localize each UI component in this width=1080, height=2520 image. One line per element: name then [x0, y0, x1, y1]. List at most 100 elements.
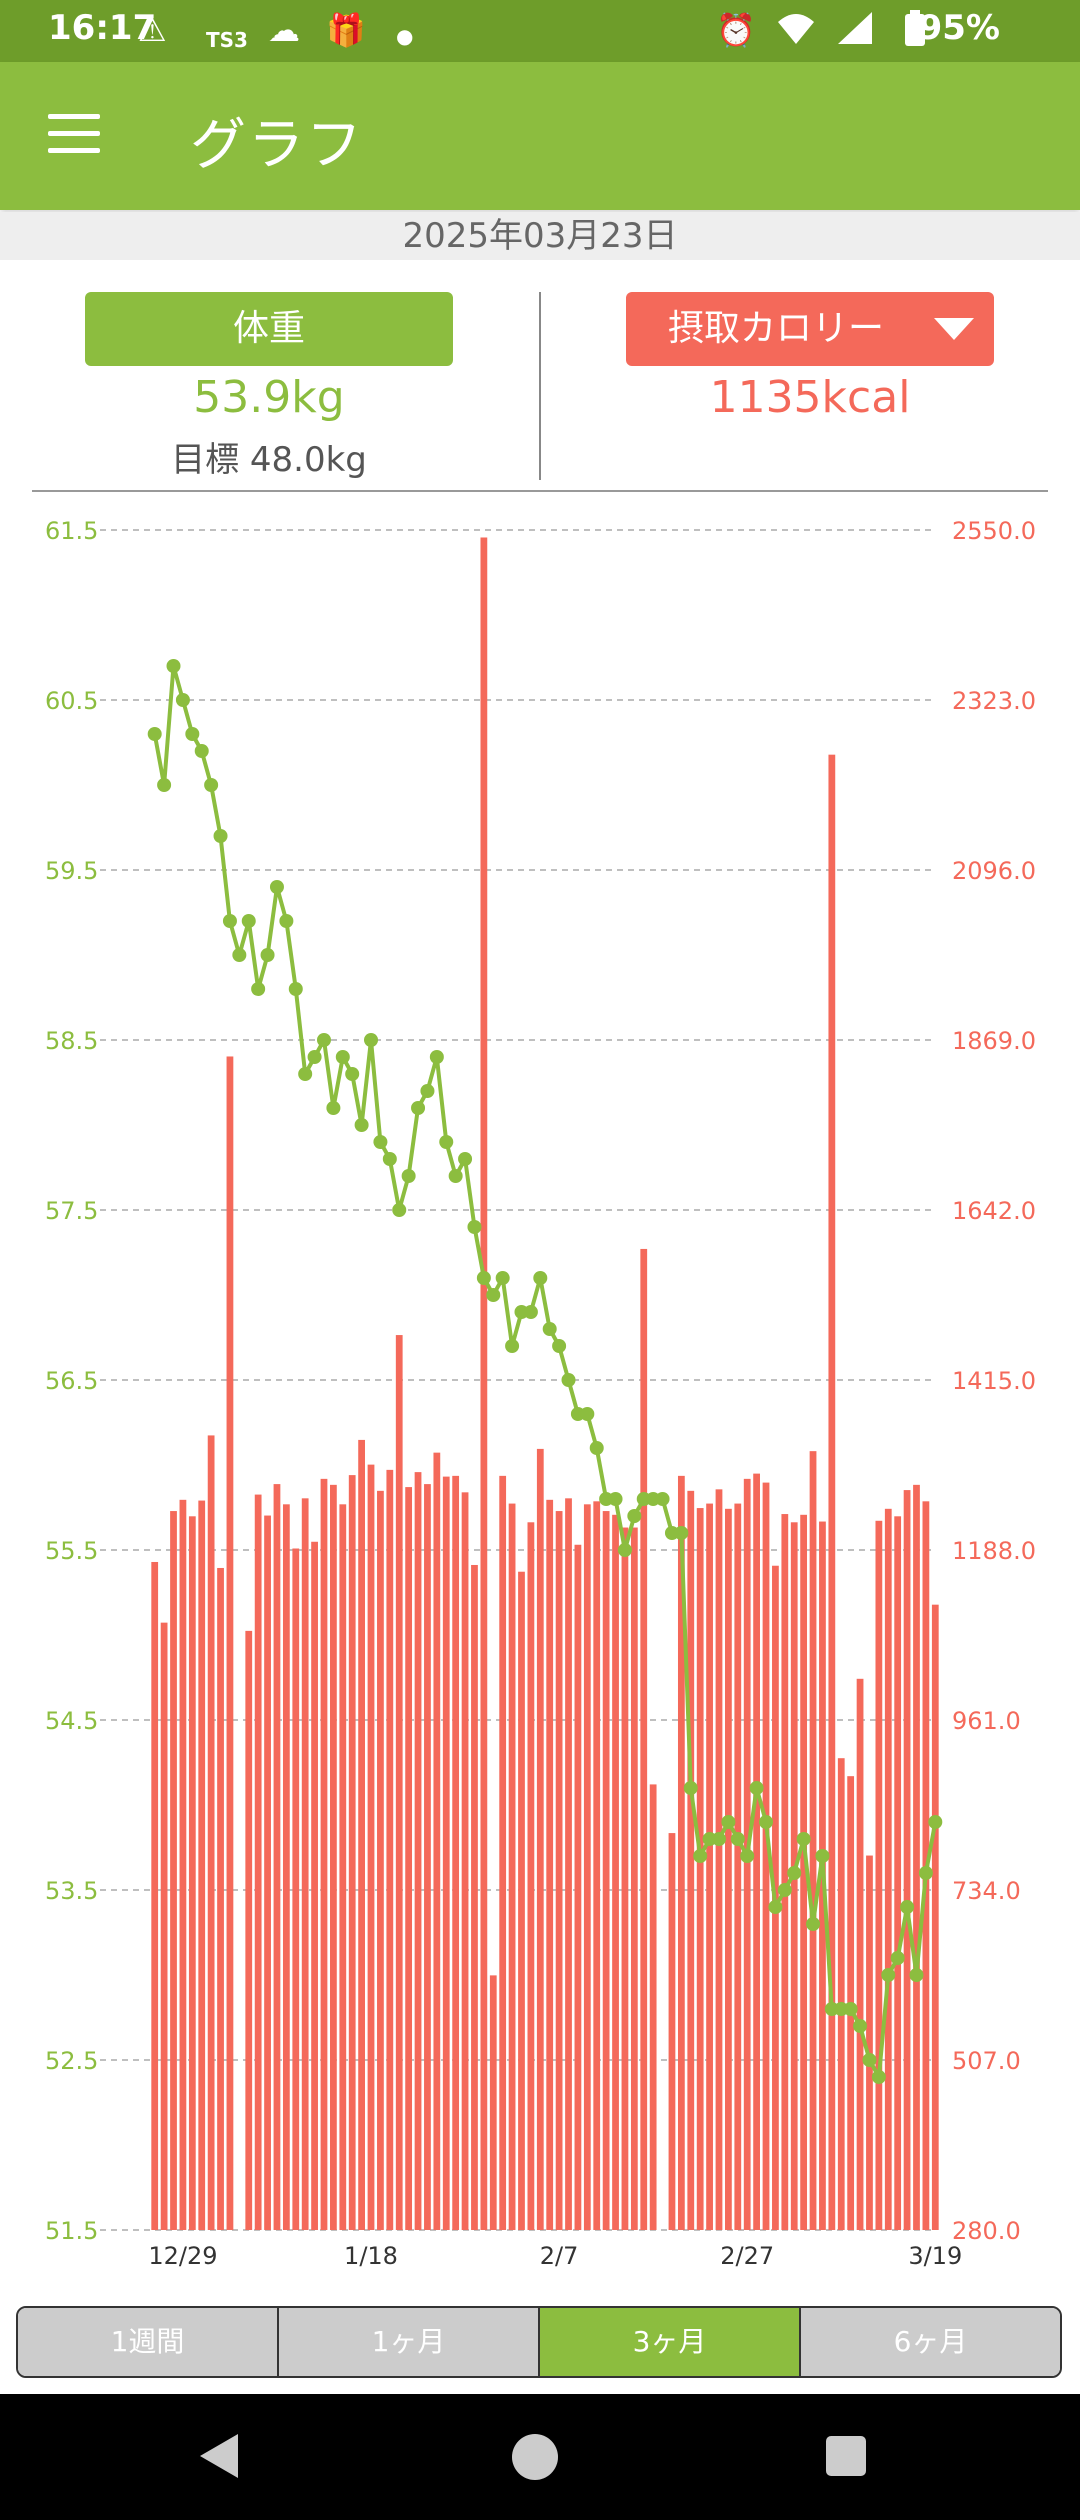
- weight-point: [458, 1152, 473, 1166]
- calorie-bar: [480, 537, 488, 2230]
- back-icon[interactable]: [200, 2434, 238, 2478]
- page-title: グラフ: [190, 113, 364, 178]
- weight-point: [241, 914, 256, 928]
- calorie-bar: [264, 1515, 271, 2230]
- weight-point: [420, 1084, 435, 1098]
- right-axis-tick-label: 1642.0: [952, 1197, 1036, 1225]
- calorie-bar: [630, 1527, 638, 2230]
- right-axis-tick-label: 1415.0: [952, 1367, 1036, 1395]
- weight-point: [768, 1900, 783, 1914]
- weight-point: [928, 1815, 943, 1829]
- calorie-bar: [687, 1490, 695, 2230]
- calorie-value: 1135kcal: [709, 372, 911, 423]
- weight-point: [194, 744, 209, 758]
- x-axis-tick-label: 1/18: [344, 2242, 398, 2270]
- weight-point: [900, 1900, 915, 1914]
- alarm-icon: ⏰: [716, 11, 756, 49]
- weight-point: [251, 982, 266, 996]
- left-axis-tick-label: 59.5: [45, 857, 98, 885]
- calorie-bar: [433, 1452, 441, 2230]
- calorie-bar: [536, 1448, 544, 2230]
- calorie-bar: [884, 1508, 892, 2230]
- weight-point: [298, 1067, 313, 1081]
- weight-point: [759, 1815, 774, 1829]
- weight-point: [260, 948, 275, 962]
- weight-point: [467, 1220, 482, 1234]
- weight-point: [787, 1866, 802, 1880]
- calorie-bar: [395, 1335, 403, 2230]
- weight-point: [561, 1373, 576, 1387]
- weight-series-line: [152, 664, 938, 2079]
- calorie-dropdown-label: 摂取カロリー: [668, 308, 885, 349]
- weight-point: [552, 1339, 567, 1353]
- weight-point: [796, 1832, 811, 1846]
- left-axis-tick-label: 57.5: [45, 1197, 98, 1225]
- right-axis-tick-label: 507.0: [952, 2047, 1021, 2075]
- weight-point: [448, 1169, 463, 1183]
- left-axis-tick-label: 54.5: [45, 1707, 98, 1735]
- tab-1-week[interactable]: 1週間: [18, 2308, 279, 2376]
- right-axis-labels: 2550.0 2323.0 2096.0 1869.0 1642.0 1415.0 1188…: [952, 517, 1036, 2245]
- calorie-bar: [593, 1501, 601, 2230]
- calorie-bar: [649, 1784, 657, 2230]
- calorie-bar: [452, 1475, 460, 2230]
- calorie-bars: [151, 537, 939, 2230]
- dropdown-triangle-icon: [934, 318, 974, 340]
- weight-point: [335, 1050, 350, 1064]
- calorie-bar: [555, 1511, 563, 2230]
- tab-6-months[interactable]: 6ヶ月: [801, 2308, 1060, 2376]
- weight-point: [269, 880, 284, 894]
- weight-point: [495, 1271, 510, 1285]
- summary-panel: 体重 53.9kg 目標 48.0kg 摂取カロリー 1135kcal: [0, 260, 1080, 492]
- weight-point: [777, 1883, 792, 1897]
- calorie-bar: [461, 1492, 469, 2230]
- calorie-bar: [903, 1490, 911, 2230]
- weight-point: [364, 1033, 379, 1047]
- weight-point: [815, 1849, 830, 1863]
- calorie-bar: [217, 1567, 224, 2230]
- status-bar: 16:17 ⚠ TS3 ☁ 🎁 ● ⏰ 95%: [0, 0, 1080, 62]
- calorie-bar: [696, 1508, 704, 2230]
- weight-calorie-chart: 61.5 60.5 59.5 58.5 57.5 56.5 55.5 54.5 53.5 52.5…: [45, 517, 1036, 2270]
- calorie-bar: [781, 1514, 789, 2230]
- weight-point: [213, 829, 228, 843]
- calorie-dropdown-button[interactable]: 摂取カロリー: [626, 292, 994, 366]
- calorie-bar: [414, 1472, 422, 2230]
- left-axis-labels: 61.5 60.5 59.5 58.5 57.5 56.5 55.5 54.5 53.5 52.5…: [45, 517, 98, 2245]
- weight-point: [476, 1271, 491, 1285]
- recent-apps-icon[interactable]: [826, 2436, 866, 2476]
- calorie-bar: [188, 1516, 196, 2230]
- weight-point: [871, 2070, 886, 2084]
- tab-1-month[interactable]: 1ヶ月: [279, 2308, 540, 2376]
- tab-3-months[interactable]: 3ヶ月: [540, 2308, 801, 2376]
- gift-icon: 🎁: [326, 11, 366, 49]
- left-axis-tick-label: 51.5: [45, 2217, 98, 2245]
- calorie-bar: [405, 1487, 413, 2230]
- calorie-bar: [546, 1499, 554, 2230]
- weight-point: [617, 1543, 632, 1557]
- weight-point: [279, 914, 294, 928]
- left-axis-tick-label: 53.5: [45, 1877, 98, 1905]
- calorie-bar: [518, 1571, 525, 2230]
- calorie-bar: [583, 1504, 591, 2230]
- calorie-bar: [612, 1514, 619, 2230]
- x-axis-tick-label: 12/29: [148, 2242, 217, 2270]
- calorie-bar: [677, 1475, 685, 2230]
- calorie-bar: [856, 1678, 864, 2230]
- calorie-bar: [602, 1511, 610, 2230]
- weight-button[interactable]: 体重: [85, 292, 453, 366]
- weight-point: [232, 948, 247, 962]
- home-icon[interactable]: [512, 2434, 558, 2480]
- calorie-bar: [508, 1503, 516, 2230]
- x-axis-tick-label: 3/19: [908, 2242, 962, 2270]
- weight-point: [429, 1050, 444, 1064]
- calorie-bar: [762, 1482, 770, 2230]
- x-axis-tick-label: 2/7: [540, 2242, 579, 2270]
- x-axis-labels: 12/29 1/18 2/7 2/27 3/19: [148, 2242, 962, 2270]
- calorie-bar: [715, 1489, 723, 2230]
- right-axis-tick-label: 2550.0: [952, 517, 1036, 545]
- weight-point: [204, 778, 219, 792]
- hamburger-menu-icon[interactable]: [48, 114, 100, 158]
- weight-point: [721, 1815, 736, 1829]
- calorie-bar: [330, 1484, 337, 2230]
